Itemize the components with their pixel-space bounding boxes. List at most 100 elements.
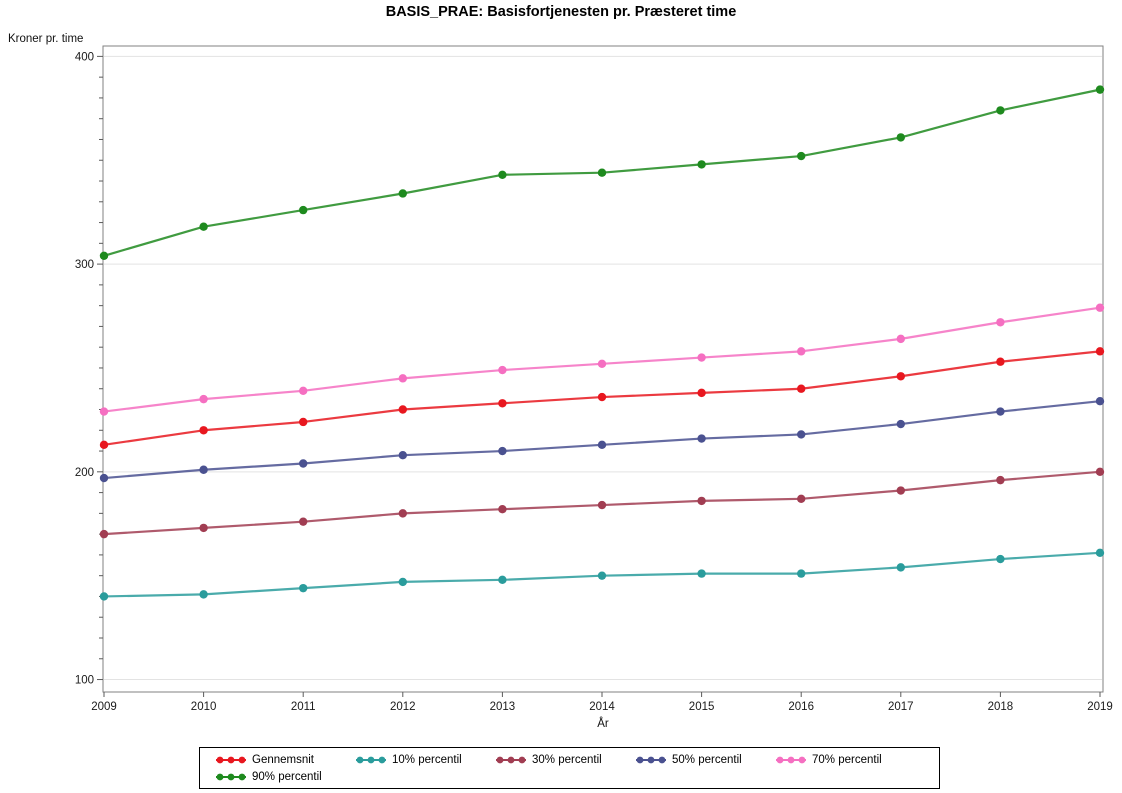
series-marker-90-percentil-2016 (797, 151, 806, 161)
series-marker-10-percentil-2010 (199, 590, 208, 599)
series-marker-70-percentil-2012 (398, 374, 407, 383)
series-marker-30-percentil-2013 (498, 505, 507, 514)
series-marker-10-percentil-2018 (996, 554, 1005, 564)
series-marker-70-percentil-2011 (299, 386, 308, 396)
series-marker-10-percentil-2012 (398, 577, 407, 587)
series-marker-gennemsnit-2013 (498, 399, 507, 408)
series-marker-10-percentil-2016 (797, 569, 806, 578)
series-marker-30-percentil-2014 (597, 500, 607, 510)
legend-marker-icon (216, 756, 246, 763)
series-marker-30-percentil-2016 (797, 494, 806, 504)
y-axis-label: Kroner pr. time (8, 33, 84, 45)
legend-marker-icon (216, 773, 246, 780)
x-tick-label-2012: 2012 (390, 701, 416, 713)
series-marker-gennemsnit-2010 (199, 426, 208, 435)
series-marker-10-percentil-2015 (697, 569, 706, 578)
x-tick-label-2018: 2018 (988, 701, 1014, 713)
series-marker-gennemsnit-2019 (1095, 347, 1105, 356)
series-marker-50-percentil-2012 (398, 451, 407, 460)
series-marker-70-percentil-2014 (597, 359, 607, 369)
series-marker-gennemsnit-2016 (797, 384, 806, 393)
series-marker-gennemsnit-2014 (597, 392, 607, 402)
series-marker-70-percentil-2010 (199, 394, 208, 404)
x-tick-label-2019: 2019 (1087, 701, 1113, 713)
x-tick-label-2013: 2013 (490, 701, 516, 713)
legend-label: 90% percentil (252, 770, 322, 783)
x-tick-label-2016: 2016 (788, 701, 814, 713)
series-marker-30-percentil-2018 (996, 475, 1005, 485)
series-marker-gennemsnit-2012 (398, 405, 407, 414)
x-tick-label-2011: 2011 (291, 701, 316, 713)
series-marker-90-percentil-2019 (1095, 85, 1105, 94)
series-marker-50-percentil-2018 (996, 407, 1005, 416)
series-marker-30-percentil-2017 (896, 486, 905, 495)
series-marker-50-percentil-2010 (199, 465, 208, 474)
legend-item-90-percentil: 90% percentil (216, 769, 356, 784)
x-tick-label-2014: 2014 (589, 701, 615, 713)
x-axis-label: År (597, 718, 609, 730)
series-marker-70-percentil-2015 (697, 353, 706, 362)
series-marker-70-percentil-2009 (99, 407, 109, 416)
series-line-50-percentil (103, 400, 1101, 480)
series-marker-gennemsnit-2011 (299, 417, 308, 427)
series-marker-gennemsnit-2009 (99, 440, 109, 450)
legend-marker-icon (776, 756, 806, 763)
legend-marker-icon (636, 756, 666, 763)
x-tick-label-2015: 2015 (689, 701, 715, 713)
x-tick-label-2009: 2009 (91, 701, 117, 713)
x-tick-label-2010: 2010 (191, 701, 217, 713)
series-marker-30-percentil-2011 (299, 517, 308, 526)
series-marker-50-percentil-2019 (1095, 396, 1105, 406)
series-marker-70-percentil-2018 (996, 318, 1005, 327)
series-marker-70-percentil-2016 (797, 347, 806, 356)
series-marker-50-percentil-2017 (896, 419, 905, 429)
series-marker-50-percentil-2016 (797, 430, 806, 439)
series-marker-70-percentil-2013 (498, 365, 507, 375)
series-marker-70-percentil-2019 (1095, 303, 1105, 312)
series-marker-30-percentil-2012 (398, 509, 407, 518)
series-marker-50-percentil-2011 (299, 459, 308, 468)
legend-item-50-percentil: 50% percentil (636, 752, 776, 767)
legend-item-10-percentil: 10% percentil (356, 752, 496, 767)
series-marker-50-percentil-2009 (99, 473, 109, 483)
series-marker-90-percentil-2011 (299, 205, 308, 215)
legend-marker-icon (356, 756, 386, 763)
series-marker-10-percentil-2013 (498, 575, 507, 585)
series-marker-90-percentil-2015 (697, 160, 706, 169)
legend: Gennemsnit 10% percentil 30% percentil 50% … (199, 747, 940, 789)
series-marker-10-percentil-2019 (1095, 548, 1105, 558)
series-marker-90-percentil-2017 (896, 133, 905, 142)
series-marker-10-percentil-2017 (896, 563, 905, 572)
legend-item-70-percentil: 70% percentil (776, 752, 916, 767)
series-marker-10-percentil-2009 (99, 592, 109, 601)
legend-label: Gennemsnit (252, 753, 315, 766)
series-marker-90-percentil-2018 (996, 106, 1005, 115)
y-tick-label-300: 300 (75, 259, 94, 271)
series-marker-90-percentil-2012 (398, 189, 407, 198)
series-marker-30-percentil-2015 (697, 496, 706, 506)
series-marker-50-percentil-2014 (597, 440, 607, 450)
legend-label: 10% percentil (392, 753, 462, 766)
series-marker-30-percentil-2009 (99, 529, 109, 539)
series-marker-10-percentil-2011 (299, 583, 308, 593)
y-tick-label-100: 100 (75, 675, 94, 687)
y-tick-label-200: 200 (75, 467, 94, 479)
y-tick-label-400: 400 (75, 51, 94, 63)
series-marker-10-percentil-2014 (597, 571, 607, 580)
legend-marker-icon (496, 756, 526, 763)
x-tick-label-2017: 2017 (888, 701, 914, 713)
series-marker-90-percentil-2014 (597, 168, 607, 177)
legend-item-30-percentil: 30% percentil (496, 752, 636, 767)
series-marker-90-percentil-2009 (99, 251, 109, 260)
series-marker-90-percentil-2013 (498, 170, 507, 179)
chart-title: BASIS_PRAE: Basisfortjenesten pr. Præste… (385, 4, 737, 20)
legend-label: 30% percentil (532, 753, 602, 766)
series-marker-30-percentil-2010 (199, 523, 208, 533)
series-marker-70-percentil-2017 (896, 334, 905, 344)
series-marker-gennemsnit-2015 (697, 388, 706, 398)
series-marker-50-percentil-2015 (697, 434, 706, 443)
series-marker-gennemsnit-2017 (896, 372, 905, 381)
plot-frame (102, 45, 1104, 693)
